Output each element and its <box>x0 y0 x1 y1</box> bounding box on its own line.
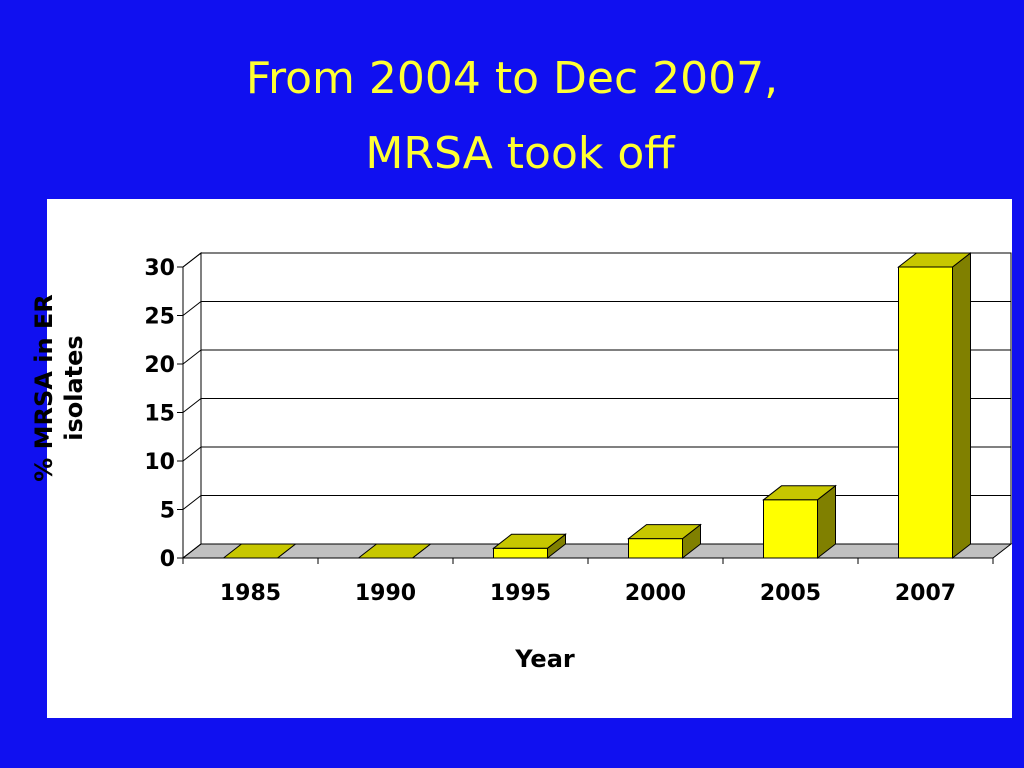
bar <box>222 543 297 559</box>
grid-line <box>182 252 1011 268</box>
x-tick-label: 1985 <box>220 581 281 606</box>
bar <box>897 251 972 560</box>
grid-line <box>182 495 1011 510</box>
x-tick-label: 1995 <box>490 581 551 606</box>
floor <box>181 543 1013 559</box>
bar-top <box>762 485 837 501</box>
y-tick-label: 25 <box>144 305 175 330</box>
grid-line <box>182 398 1011 413</box>
grid-line <box>182 349 1011 365</box>
bar <box>357 543 432 559</box>
x-tick-label: 2000 <box>625 581 686 606</box>
y-axis-title-line: isolates <box>60 335 88 440</box>
bar <box>762 484 837 560</box>
x-axis-title: Year <box>514 645 575 673</box>
grid-line <box>182 543 1011 559</box>
y-tick-label: 10 <box>144 450 175 475</box>
bar-front <box>493 547 548 559</box>
y-tick-label: 30 <box>144 256 175 281</box>
bar-top <box>357 543 432 559</box>
bar-side <box>952 251 971 560</box>
y-axis-title-line: % MRSA in ER <box>30 294 58 482</box>
bar <box>627 523 702 560</box>
bar-top <box>897 252 972 268</box>
y-tick-label: 5 <box>160 499 175 524</box>
y-tick-label: 20 <box>144 353 175 378</box>
bar-top <box>492 533 567 549</box>
grid-line <box>182 301 1011 316</box>
y-tick-label: 0 <box>160 547 175 572</box>
title-line: From 2004 to Dec 2007, <box>246 53 778 104</box>
bar-front <box>628 538 683 559</box>
bar-front <box>763 499 818 559</box>
bar-top <box>222 543 297 559</box>
x-tick-label: 2005 <box>760 581 821 606</box>
grid-line <box>182 446 1011 462</box>
bar-top <box>627 524 702 540</box>
x-tick-label: 1990 <box>355 581 416 606</box>
y-axis-title: % MRSA in ER isolates <box>30 294 88 482</box>
title-line: MRSA took off <box>365 128 676 179</box>
y-tick-label: 15 <box>144 402 175 427</box>
x-tick-label: 2007 <box>895 581 956 606</box>
bar-front <box>898 266 953 559</box>
bar <box>492 533 567 560</box>
